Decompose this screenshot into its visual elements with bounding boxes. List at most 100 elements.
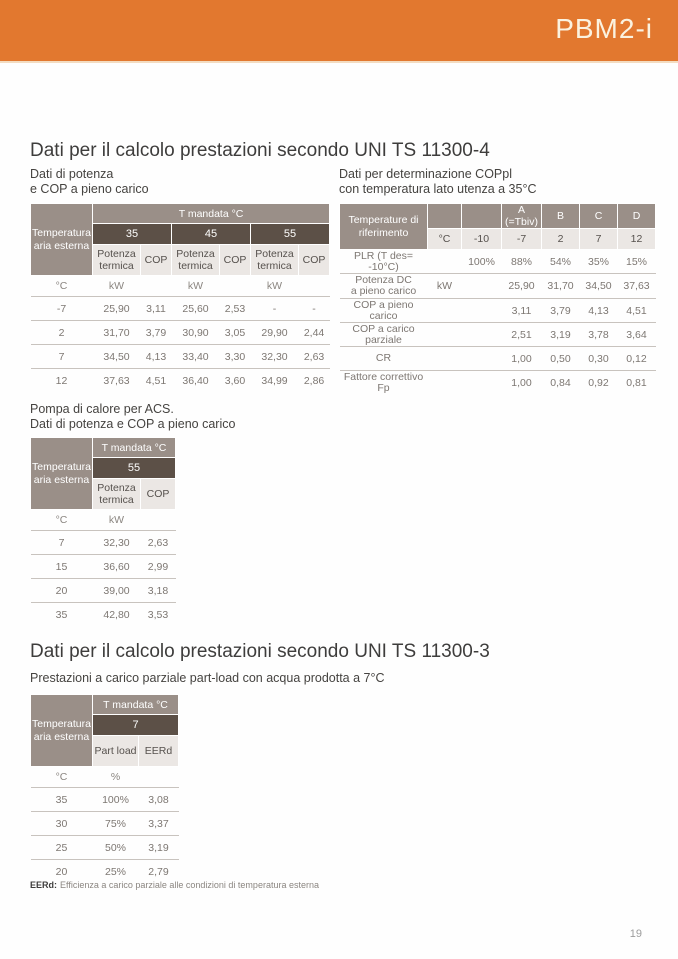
blank-header-cell (427, 203, 462, 229)
col-minus7: -7 (501, 228, 542, 250)
cell: 15% (617, 249, 656, 274)
cell: 3,37 (138, 811, 179, 836)
subtitle-line: Pompa di calore per ACS. (30, 402, 174, 416)
subtitle-line: Dati di potenza e COP a pieno carico (30, 417, 236, 431)
table-row: 12 37,63 4,51 36,40 3,60 34,99 2,86 (30, 368, 330, 392)
cell (427, 346, 462, 371)
cell: 4,51 (617, 298, 656, 323)
subtitle-line: con temperatura lato utenza a 35°C (339, 182, 537, 196)
cell: 29,90 (250, 320, 299, 345)
cell (427, 322, 462, 347)
cell: 35 (30, 787, 93, 812)
cell: 35% (579, 249, 618, 274)
footnote-text: Efficienza a carico parziale alle condiz… (60, 880, 319, 890)
cell: 35 (30, 602, 93, 626)
cell: 30,90 (171, 320, 220, 345)
cell: 36,40 (171, 368, 220, 392)
cell: 3,78 (579, 322, 618, 347)
col-cop: COP (139, 478, 177, 510)
cell: 50% (92, 835, 139, 860)
row-label: CR (339, 346, 428, 371)
col-7: 7 (579, 228, 618, 250)
cell: 34,99 (250, 368, 299, 392)
group-55: 55 (249, 223, 331, 245)
col-cop: COP (297, 244, 331, 276)
unit-cell: kW (171, 275, 220, 297)
unit-cell: °C (30, 509, 93, 531)
table-row: -7 25,90 3,11 25,60 2,53 - - (30, 296, 330, 321)
col-potenza-termica: Potenza termica (92, 244, 141, 276)
cell: 34,50 (92, 344, 141, 369)
cell: 3,79 (541, 298, 580, 323)
col-potenza-termica: Potenza termica (250, 244, 299, 276)
cell: 25% (92, 859, 139, 883)
cell: 2,99 (140, 554, 176, 579)
cell: 34,50 (579, 273, 618, 299)
cell: 3,60 (219, 368, 251, 392)
table-row-cop-pieno: COP a pieno carico 3,11 3,79 4,13 4,51 (339, 298, 656, 323)
subtitle-line: Dati per determinazione COPpl (339, 167, 512, 181)
section-title-uni-ts-11300-4: Dati per il calcolo prestazioni secondo … (30, 140, 490, 161)
corner-temperatura-aria-esterna: Temperatura aria esterna (30, 437, 93, 510)
product-name: PBM2-i (555, 13, 653, 44)
cell: 54% (541, 249, 580, 274)
cell: 7 (30, 344, 93, 369)
t-mandata-band: T mandata °C (91, 437, 177, 458)
unit-cell: °C (30, 275, 93, 297)
col-potenza-termica: Potenza termica (92, 478, 141, 510)
cell (427, 298, 462, 323)
table-row: 15 36,60 2,99 (30, 554, 176, 579)
cell: 3,30 (219, 344, 251, 369)
t-mandata-band: T mandata °C (91, 203, 331, 224)
unit-cell (138, 766, 179, 788)
cell: 31,70 (92, 320, 141, 345)
cell: 3,11 (140, 296, 172, 321)
page-header-band: PBM2-i (0, 0, 678, 63)
cell: 0,30 (579, 346, 618, 371)
cell: 2,51 (501, 322, 542, 347)
unit-cell (140, 509, 176, 531)
unit-cell: % (92, 766, 139, 788)
table-row-potenza-dc: Potenza DC a pieno carico kW 25,90 31,70… (339, 273, 656, 299)
cell: 3,79 (140, 320, 172, 345)
cell: 25,60 (171, 296, 220, 321)
cell: 2 (30, 320, 93, 345)
row-label: COP a pieno carico (339, 298, 428, 323)
cell: 33,40 (171, 344, 220, 369)
cell: - (250, 296, 299, 321)
col-cop: COP (140, 244, 172, 276)
cell: 100% (461, 249, 502, 274)
part-load-table: Temperatura aria esterna T mandata °C 7 … (30, 694, 180, 883)
cell: 1,00 (501, 370, 542, 394)
col-2: 2 (541, 228, 580, 250)
cell: 4,13 (140, 344, 172, 369)
cell: 2,86 (298, 368, 330, 392)
right-table-subtitle: Dati per determinazione COPpl con temper… (339, 167, 536, 197)
col-minus10: -10 (461, 228, 502, 250)
group-35: 35 (92, 223, 172, 245)
cell: 2,44 (298, 320, 330, 345)
cell: 3,08 (138, 787, 179, 812)
cell: 2,79 (138, 859, 179, 883)
cell: 25,90 (501, 273, 542, 299)
footnote-term: EERd: (30, 880, 57, 890)
cell: 32,30 (92, 530, 141, 555)
table-row: 35 42,80 3,53 (30, 602, 176, 626)
cell: 3,19 (138, 835, 179, 860)
cell (461, 298, 502, 323)
row-label-line: Potenza DC (355, 274, 412, 286)
table-row: 7 32,30 2,63 (30, 530, 176, 555)
cell (461, 322, 502, 347)
blank-header-cell (461, 203, 502, 229)
cell: 20 (30, 859, 93, 883)
subtitle-line: e COP a pieno carico (30, 182, 149, 196)
cell: -7 (30, 296, 93, 321)
unit-cell (219, 275, 251, 297)
cell: 31,70 (541, 273, 580, 299)
cell: 3,18 (140, 578, 176, 603)
table-row-cop-parziale: COP a carico parziale 2,51 3,19 3,78 3,6… (339, 322, 656, 347)
cell: 0,84 (541, 370, 580, 394)
cell (461, 273, 502, 299)
table-row-plr: PLR (T des= -10°C) 100% 88% 54% 35% 15% (339, 249, 656, 274)
